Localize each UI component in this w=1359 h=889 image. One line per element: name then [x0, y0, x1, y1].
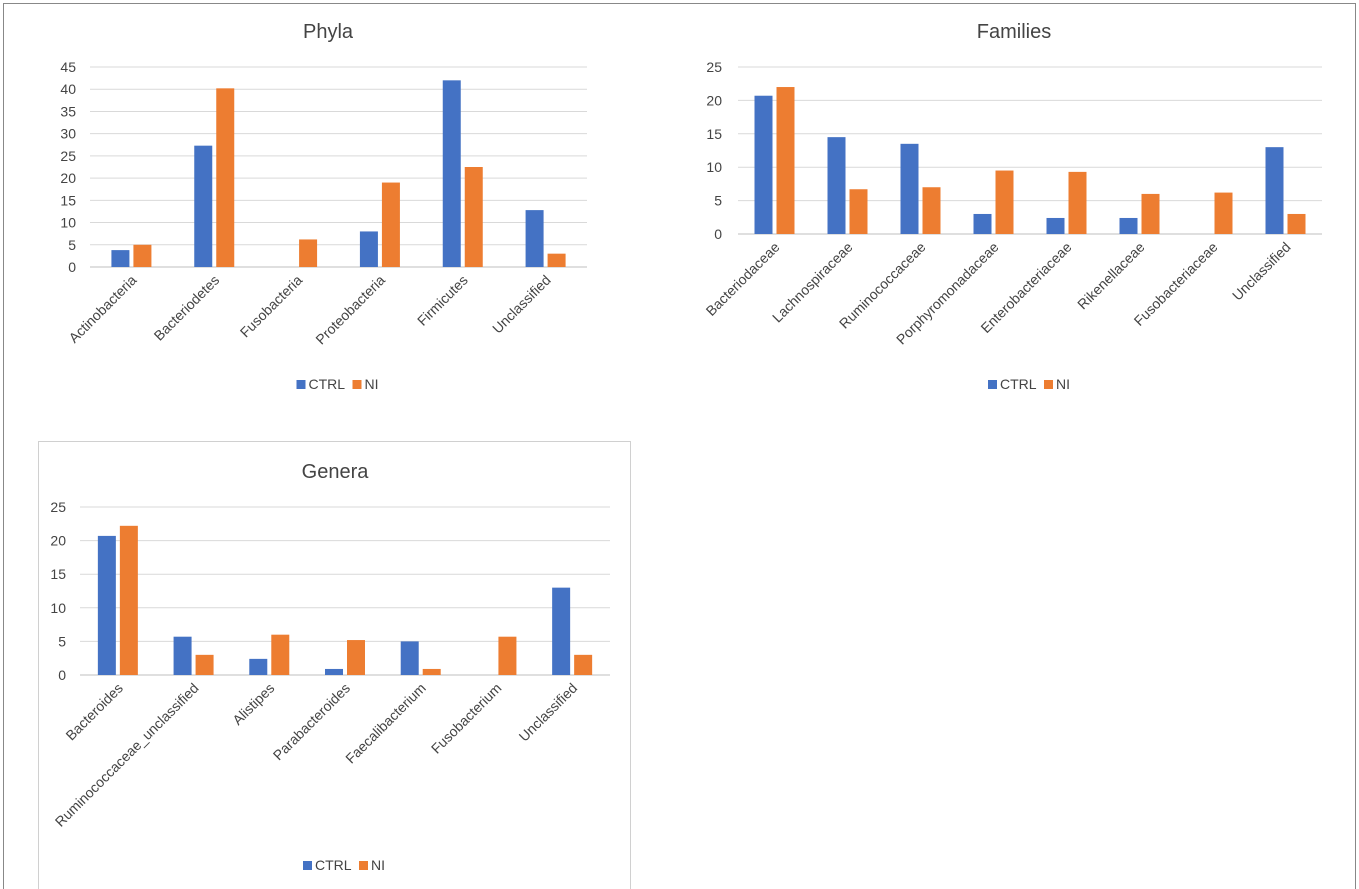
families-bar-ctrl-rikenellaceae: [1119, 217, 1138, 234]
phyla-legend-swatch-ctrl: [296, 380, 306, 389]
genera-bar-ni-faecalibacterium: [422, 668, 441, 675]
genera-y-tick-label: 20: [50, 533, 66, 549]
families-legend-swatch-ctrl: [988, 380, 997, 389]
genera-bar-ctrl-bacteroides: [97, 535, 116, 675]
phyla-legend-label-ni: NI: [365, 376, 379, 392]
families-y-tick-label: 20: [706, 92, 722, 108]
phyla-bar-ni-unclassified: [547, 253, 566, 267]
families-legend-label-ni: NI: [1056, 376, 1070, 392]
phyla-bar-ni-proteobacteria: [381, 182, 400, 267]
genera-bar-ctrl-alistipes: [249, 658, 268, 675]
phyla-bar-ni-actinobacteria: [133, 244, 152, 267]
families-bar-ni-porphyromonadaceae: [995, 170, 1014, 234]
families-bar-ni-ruminococcaceae: [922, 187, 941, 234]
genera-bar-ni-ruminococcaceae-unclassified: [195, 654, 214, 675]
phyla-title: Phyla: [303, 21, 354, 43]
genera-y-tick-label: 10: [50, 600, 66, 616]
phyla-bar-ctrl-unclassified: [525, 210, 544, 267]
genera-bar-ni-bacteroides: [119, 525, 138, 675]
genera-bar-ctrl-faecalibacterium: [400, 641, 419, 675]
phyla-y-tick-label: 10: [60, 215, 76, 231]
phyla-y-tick-label: 30: [60, 126, 76, 142]
phyla-legend-swatch-ni: [352, 380, 362, 389]
phyla-bar-ctrl-bacteriodetes: [194, 145, 213, 267]
genera-y-tick-label: 5: [58, 633, 66, 649]
families-y-tick-label: 5: [714, 193, 722, 209]
phyla-y-tick-label: 40: [60, 81, 76, 97]
phyla-y-tick-label: 20: [60, 170, 76, 186]
genera-bar-ni-unclassified: [574, 654, 593, 675]
genera-bar-ni-fusobacterium: [498, 636, 517, 675]
families-bar-ni-unclassified: [1287, 213, 1306, 234]
families-bar-ctrl-lachnospiraceae: [827, 137, 846, 234]
genera-bar-ni-alistipes: [271, 634, 290, 675]
phyla-bar-ctrl-proteobacteria: [359, 231, 378, 267]
families-title: Families: [977, 21, 1051, 43]
families-bar-ni-rikenellaceae: [1141, 193, 1160, 234]
genera-bar-ni-parabacteroides: [347, 640, 365, 675]
genera-bar-ctrl-parabacteroides: [325, 668, 343, 675]
families-bar-ctrl-enterobacteriaceae: [1046, 217, 1065, 234]
families-bar-ctrl-unclassified: [1265, 147, 1284, 234]
phyla-bar-ctrl-firmicutes: [442, 80, 461, 267]
families-y-tick-label: 15: [706, 126, 722, 142]
genera-legend-label-ctrl: CTRL: [315, 857, 352, 873]
families-bar-ni-enterobacteriaceae: [1068, 171, 1087, 234]
phyla-bar-ni-bacteriodetes: [216, 88, 235, 267]
families-y-tick-label: 0: [714, 226, 722, 242]
genera-legend-swatch-ni: [359, 861, 368, 870]
families-bar-ni-bacteriodaceae: [776, 87, 795, 234]
families-bar-ni-fusobacteriaceae: [1214, 192, 1233, 234]
families-legend-swatch-ni: [1044, 380, 1053, 389]
genera-y-tick-label: 0: [58, 667, 66, 683]
phyla-legend-label-ctrl: CTRL: [309, 376, 346, 392]
families-y-tick-label: 25: [706, 59, 722, 75]
families-bar-ni-lachnospiraceae: [849, 189, 868, 234]
families-y-tick-label: 10: [706, 159, 722, 175]
genera-legend-swatch-ctrl: [303, 861, 312, 870]
genera-legend-label-ni: NI: [371, 857, 385, 873]
phyla-y-tick-label: 25: [60, 148, 76, 164]
phyla-bar-ctrl-actinobacteria: [111, 250, 130, 267]
phyla-bar-ni-firmicutes: [464, 167, 483, 267]
phyla-y-tick-label: 15: [60, 192, 76, 208]
genera-bar-ctrl-ruminococcaceae-unclassified: [173, 636, 192, 675]
genera-y-tick-label: 15: [50, 566, 66, 582]
genera-bar-ctrl-unclassified: [552, 587, 571, 675]
phyla-y-tick-label: 0: [68, 259, 76, 275]
genera-title: Genera: [302, 461, 370, 483]
phyla-y-tick-label: 35: [60, 103, 76, 119]
genera-y-tick-label: 25: [50, 499, 66, 515]
families-bar-ctrl-porphyromonadaceae: [973, 213, 992, 234]
phyla-bar-ni-fusobacteria: [299, 239, 318, 267]
families-legend-label-ctrl: CTRL: [1000, 376, 1037, 392]
phyla-y-tick-label: 45: [60, 59, 76, 75]
phyla-y-tick-label: 5: [68, 237, 76, 253]
families-bar-ctrl-ruminococcaceae: [900, 143, 919, 234]
families-bar-ctrl-bacteriodaceae: [754, 95, 773, 234]
